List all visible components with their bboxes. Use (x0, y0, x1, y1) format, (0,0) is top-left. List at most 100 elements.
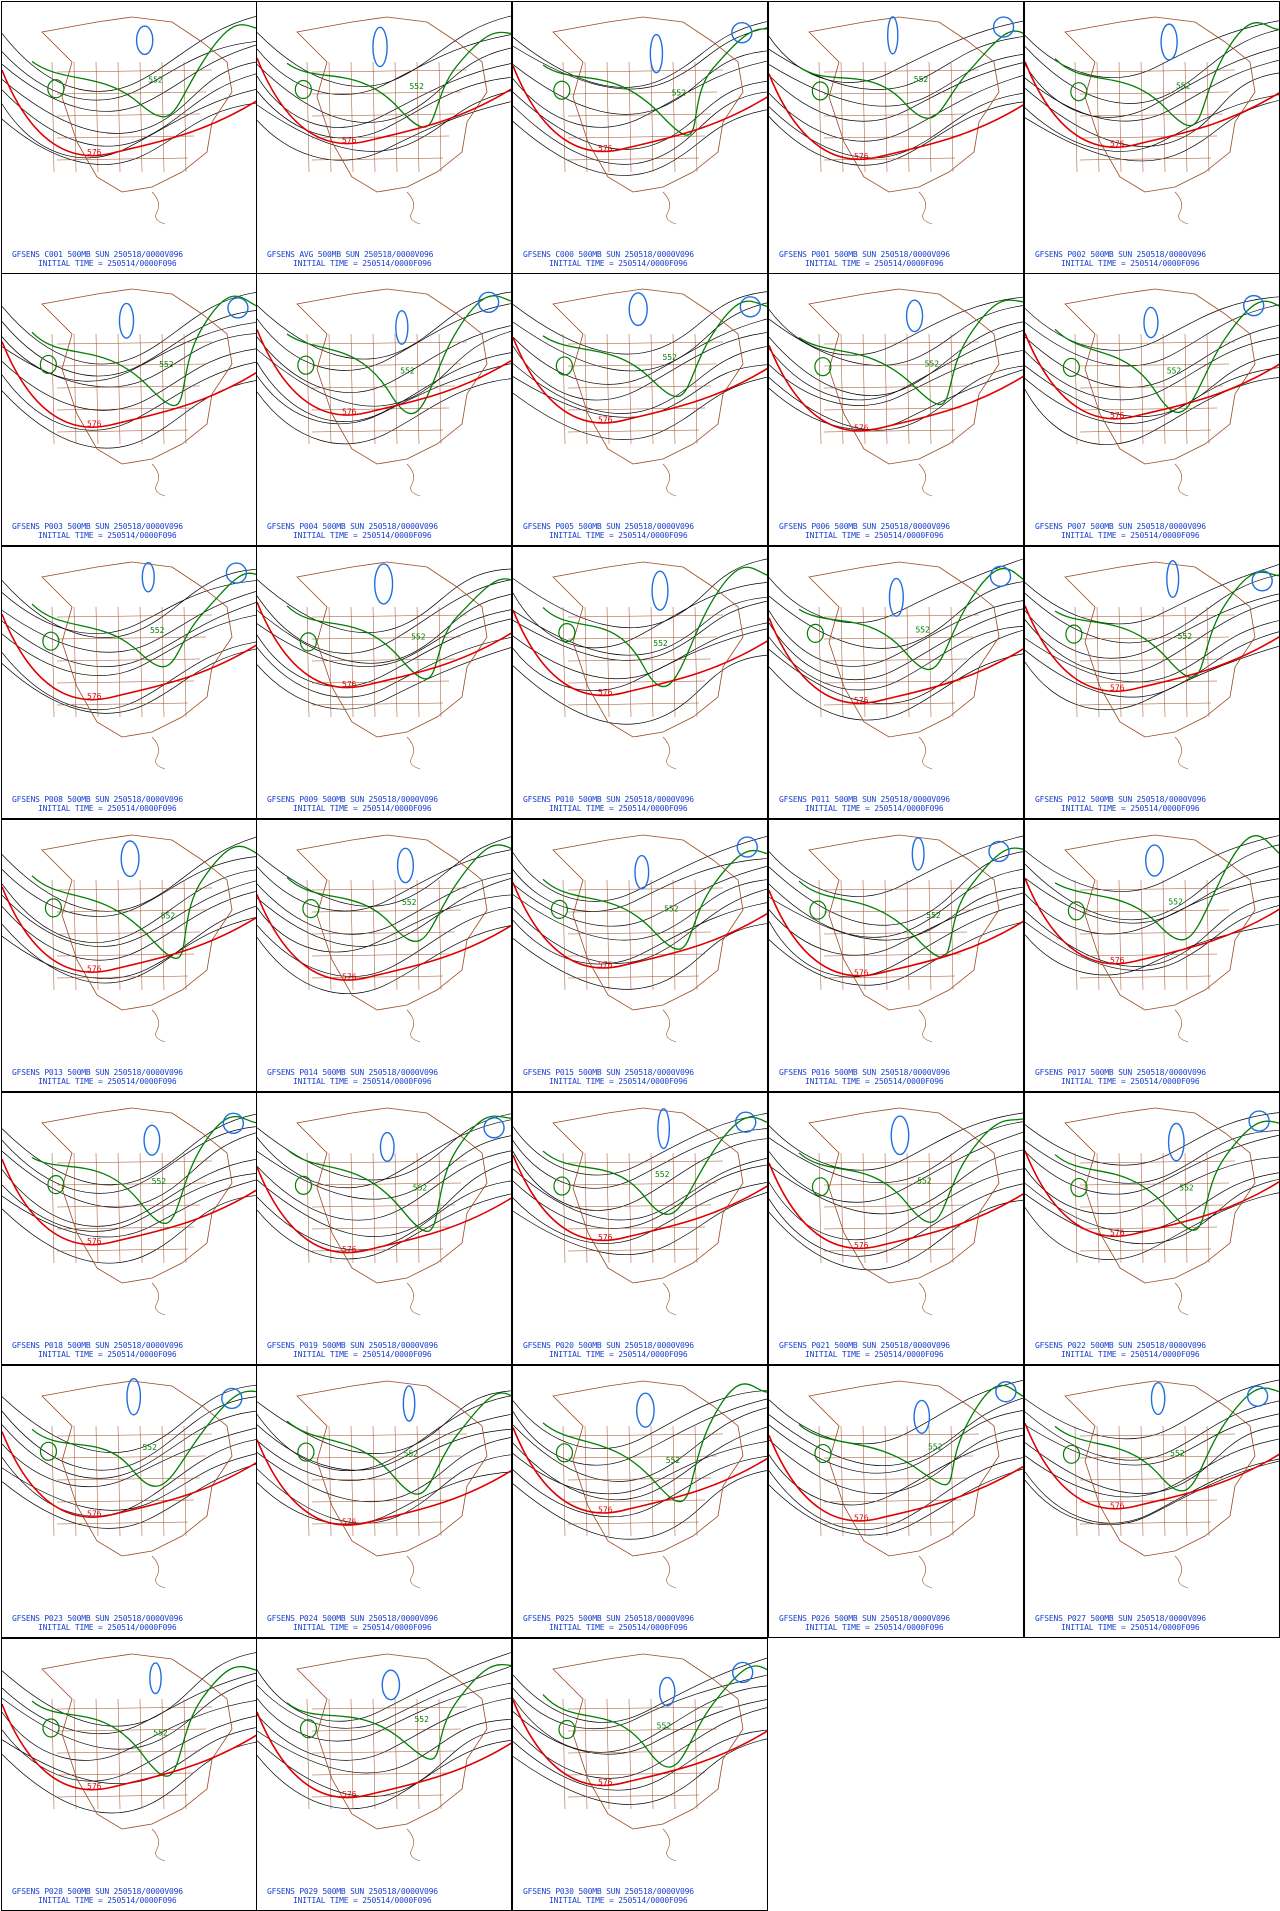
svg-text:552: 552 (159, 360, 174, 369)
svg-text:576: 576 (598, 1233, 613, 1242)
ensemble-member-panel: 552 576 GFSENS P011 500MB SUN 250518/0000V… (768, 546, 1024, 819)
panel-initial-time: INITIAL TIME = 250514/0000F096 (38, 531, 177, 540)
panel-initial-time: INITIAL TIME = 250514/0000F096 (1061, 1350, 1200, 1359)
panel-initial-time: INITIAL TIME = 250514/0000F096 (38, 1077, 177, 1086)
ensemble-member-panel: 552 576 GFSENS P012 500MB SUN 250518/0000V… (1024, 546, 1280, 819)
svg-text:576: 576 (87, 148, 102, 157)
svg-text:552: 552 (928, 1442, 943, 1451)
svg-text:576: 576 (854, 696, 869, 705)
ensemble-member-panel: 552 576 GFSENS P030 500MB SUN 250518/0000V… (512, 1638, 768, 1911)
panel-label: GFSENS P013 500MB SUN 250518/0000V096 (12, 1068, 183, 1077)
black-height-contours (513, 21, 767, 176)
panel-initial-time: INITIAL TIME = 250514/0000F096 (549, 1350, 688, 1359)
geography-outline (552, 834, 744, 1043)
black-height-contours (2, 1652, 256, 1814)
svg-text:552: 552 (1170, 1449, 1185, 1458)
height-contour-map: 552 576 (769, 834, 1023, 1043)
svg-text:576: 576 (854, 152, 869, 161)
ensemble-member-panel: 552 576 GFSENS P028 500MB SUN 250518/0000V… (1, 1638, 257, 1911)
geography-outline (296, 1380, 488, 1589)
black-height-contours (769, 835, 1023, 986)
geography-outline (808, 16, 1000, 225)
height-contour-map: 552 576 (513, 1653, 767, 1862)
svg-text:576: 576 (854, 1513, 869, 1522)
panel-label: GFSENS P019 500MB SUN 250518/0000V096 (267, 1341, 438, 1350)
panel-label: GFSENS P021 500MB SUN 250518/0000V096 (779, 1341, 950, 1350)
panel-initial-time: INITIAL TIME = 250514/0000F096 (293, 259, 432, 268)
ensemble-member-panel: 552 576 GFSENS P002 500MB SUN 250518/0000V… (1024, 1, 1280, 274)
height-contour-map: 552 576 (513, 288, 767, 497)
svg-text:576: 576 (598, 688, 613, 697)
svg-text:576: 576 (87, 965, 102, 974)
black-height-contours (2, 836, 256, 984)
black-height-contours (769, 296, 1023, 431)
svg-text:552: 552 (672, 89, 687, 98)
geography-outline (296, 16, 488, 225)
panel-label: GFSENS P027 500MB SUN 250518/0000V096 (1035, 1614, 1206, 1623)
geography-outline (1064, 834, 1256, 1043)
svg-text:552: 552 (664, 905, 679, 914)
height-contour-map: 552 576 (513, 1107, 767, 1316)
ensemble-member-panel: 552 576 GFSENS P003 500MB SUN 250518/0000V… (1, 273, 257, 546)
black-height-contours (513, 1657, 767, 1805)
panel-label: GFSENS AVG 500MB SUN 250518/0000V096 (267, 250, 434, 259)
panel-label: GFSENS C001 500MB SUN 250518/0000V096 (12, 250, 183, 259)
panel-label: GFSENS P022 500MB SUN 250518/0000V096 (1035, 1341, 1206, 1350)
geography-outline (808, 1107, 1000, 1316)
height-contour-map: 552 576 (2, 561, 256, 770)
svg-text:576: 576 (854, 1241, 869, 1250)
svg-text:576: 576 (342, 680, 357, 689)
panel-initial-time: INITIAL TIME = 250514/0000F096 (38, 1623, 177, 1632)
geography-outline (41, 561, 233, 770)
svg-text:576: 576 (1110, 140, 1125, 149)
geography-outline (552, 1653, 744, 1862)
panel-initial-time: INITIAL TIME = 250514/0000F096 (293, 1896, 432, 1905)
ensemble-member-panel: 552 576 GFSENS P024 500MB SUN 250518/0000V… (256, 1365, 512, 1638)
svg-text:552: 552 (1167, 366, 1182, 375)
svg-text:576: 576 (1110, 411, 1125, 420)
svg-text:576: 576 (87, 1782, 102, 1791)
panel-initial-time: INITIAL TIME = 250514/0000F096 (805, 1350, 944, 1359)
svg-text:552: 552 (925, 360, 940, 369)
panel-initial-time: INITIAL TIME = 250514/0000F096 (293, 1623, 432, 1632)
svg-text:552: 552 (657, 1722, 672, 1731)
panel-initial-time: INITIAL TIME = 250514/0000F096 (1061, 804, 1200, 813)
ensemble-member-panel: 552 576 GFSENS P004 500MB SUN 250518/0000V… (256, 273, 512, 546)
geography-outline (296, 834, 488, 1043)
height-contour-map: 552 576 (769, 558, 1023, 770)
svg-text:552: 552 (142, 1443, 157, 1452)
svg-text:552: 552 (150, 626, 165, 635)
svg-text:552: 552 (153, 1728, 168, 1737)
panel-label: GFSENS P003 500MB SUN 250518/0000V096 (12, 522, 183, 531)
black-height-contours (513, 836, 767, 990)
ensemble-member-panel: 552 576 GFSENS P020 500MB SUN 250518/0000V… (512, 1092, 768, 1365)
height-contour-map: 552 576 (769, 1380, 1023, 1589)
svg-text:552: 552 (655, 1170, 670, 1179)
ensemble-member-panel: 552 576 GFSENS P006 500MB SUN 250518/0000V… (768, 273, 1024, 546)
geography-outline (1064, 1380, 1256, 1589)
svg-text:552: 552 (414, 1715, 429, 1724)
svg-text:576: 576 (87, 420, 102, 429)
height-contour-map: 552 576 (2, 16, 256, 225)
ensemble-member-panel: 552 576 GFSENS P013 500MB SUN 250518/0000V… (1, 819, 257, 1092)
height-contour-map: 552 576 (257, 15, 511, 225)
panel-initial-time: INITIAL TIME = 250514/0000F096 (1061, 1623, 1200, 1632)
ensemble-member-panel: 552 576 GFSENS P005 500MB SUN 250518/0000V… (512, 273, 768, 546)
black-height-contours (769, 558, 1023, 721)
geography-outline (552, 1107, 744, 1316)
geography-outline (1064, 16, 1256, 225)
svg-text:576: 576 (342, 136, 357, 145)
panel-label: GFSENS P009 500MB SUN 250518/0000V096 (267, 795, 438, 804)
ensemble-member-panel: 552 576 GFSENS P015 500MB SUN 250518/0000V… (512, 819, 768, 1092)
svg-text:552: 552 (1179, 1183, 1194, 1192)
height-contour-map: 552 576 (257, 1380, 511, 1589)
black-height-contours (2, 1113, 256, 1264)
ensemble-member-panel: 552 576 GFSENS P029 500MB SUN 250518/0000V… (256, 1638, 512, 1911)
black-height-contours (1025, 1112, 1279, 1260)
svg-text:552: 552 (915, 625, 930, 634)
height-contour-map: 552 576 (513, 1380, 767, 1589)
svg-text:576: 576 (1110, 684, 1125, 693)
svg-text:552: 552 (653, 639, 668, 648)
black-height-contours (769, 1112, 1023, 1271)
black-height-contours (769, 1380, 1023, 1536)
